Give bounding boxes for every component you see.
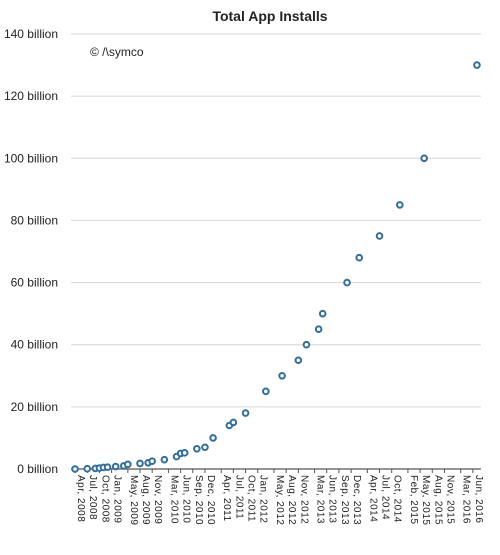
x-axis-ticks: Apr, 2008 Jul, 2008 Oct, 2008 Jan, 2009 May,…: [74, 469, 484, 525]
data-point: [294, 356, 303, 365]
x-tick-label: Dec, 2010: [205, 475, 216, 525]
x-tick-label: Sep, 2010: [193, 475, 204, 525]
data-point: [180, 449, 189, 457]
data-point: [148, 457, 156, 466]
data-point: [473, 61, 481, 69]
x-tick-label: Jan, 2009: [112, 475, 123, 523]
y-tick-label: 140 billion: [4, 27, 58, 41]
x-tick-label: Jul, 2011: [233, 475, 244, 519]
data-point: [241, 409, 250, 417]
x-tick-label: Jul, 2014: [380, 475, 391, 520]
x-tick-label: Sep, 2013: [339, 475, 350, 525]
data-point: [355, 253, 364, 262]
x-tick-label: Jun, 2013: [327, 475, 338, 523]
data-point: [318, 309, 327, 318]
y-tick-label: 100 billion: [4, 151, 58, 165]
x-tick-label: Aug, 2012: [286, 475, 297, 525]
x-tick-label: Oct, 2014: [392, 475, 403, 523]
x-tick-label: Aug, 2015: [432, 475, 443, 525]
x-tick-label: Jan, 2012: [258, 475, 269, 523]
data-point: [262, 387, 270, 396]
x-tick-label: Aug, 2009: [140, 475, 151, 525]
x-tick-label: May, 2012: [274, 475, 285, 525]
x-tick-label: Nov, 2015: [444, 475, 455, 524]
x-tick-label: Mar, 2016: [461, 475, 472, 524]
data-point: [396, 201, 404, 209]
data-point: [136, 459, 144, 468]
data-point: [193, 445, 201, 453]
data-point: [71, 465, 79, 473]
data-point: [111, 462, 120, 471]
y-tick-label: 0 billion: [17, 462, 58, 476]
y-tick-label: 40 billion: [11, 338, 58, 352]
x-tick-label: Mar, 2013: [315, 475, 326, 524]
x-tick-label: Jun, 2010: [181, 475, 192, 523]
x-tick-label: Jun, 2016: [473, 475, 484, 523]
x-tick-label: May, 2015: [420, 475, 431, 525]
data-point: [83, 464, 92, 473]
data-point: [209, 434, 217, 442]
data-point: [201, 443, 209, 452]
x-tick-label: Jul, 2008: [87, 475, 98, 520]
x-tick-label: Nov, 2009: [152, 475, 163, 524]
x-tick-label: Oct, 2011: [246, 475, 257, 522]
x-tick-label: Apr, 2014: [367, 475, 378, 522]
y-tick-label: 120 billion: [4, 89, 58, 103]
data-point: [229, 418, 238, 427]
x-tick-label: Mar, 2010: [168, 475, 179, 524]
y-tick-label: 20 billion: [11, 400, 58, 414]
data-points: [71, 61, 481, 473]
chart-title: Total App Installs: [212, 8, 327, 24]
x-tick-label: Feb, 2015: [408, 475, 419, 525]
data-point: [420, 154, 428, 163]
x-tick-label: Apr, 2011: [221, 475, 232, 522]
y-tick-label: 60 billion: [11, 276, 58, 290]
x-tick-label: Dec, 2013: [351, 475, 362, 525]
x-tick-label: Oct, 2008: [99, 475, 110, 523]
copyright-label: © /\symco: [90, 45, 144, 59]
y-axis-ticks: 0 billion 20 billion 40 billion 60 billion 8…: [4, 27, 58, 476]
data-point: [278, 371, 286, 380]
data-point: [375, 232, 384, 240]
x-tick-label: Nov, 2012: [298, 475, 309, 524]
data-point: [302, 340, 311, 349]
grid: [71, 33, 481, 408]
data-point: [314, 325, 323, 333]
data-point: [103, 463, 112, 471]
data-point: [160, 455, 169, 464]
data-point: [343, 278, 351, 287]
data-point: [124, 460, 132, 469]
x-tick-label: May, 2009: [128, 475, 139, 525]
y-tick-label: 80 billion: [11, 213, 58, 227]
x-tick-label: Apr, 2008: [75, 475, 86, 522]
